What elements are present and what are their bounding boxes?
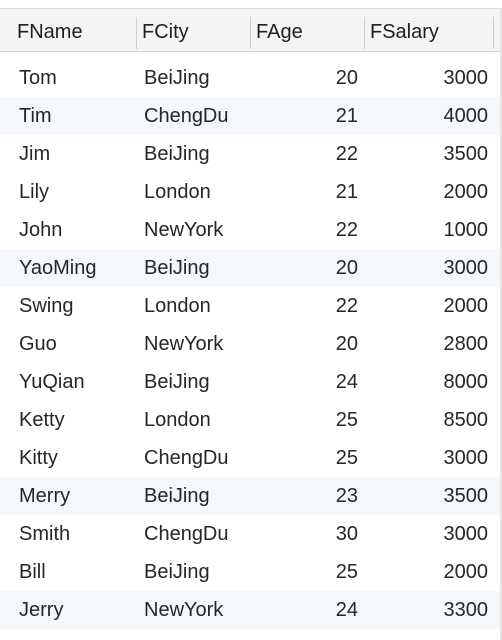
cell-fcity[interactable]: BeiJing: [144, 561, 210, 583]
cell-fcity[interactable]: NewYork: [144, 599, 224, 621]
cell-fsalary[interactable]: 3500: [443, 485, 489, 507]
cell-fname[interactable]: Smith: [19, 523, 71, 545]
table-row[interactable]: Jim BeiJing 22 3500: [0, 135, 502, 173]
table-row[interactable]: YaoMing BeiJing 20 3000: [0, 249, 502, 287]
table-row[interactable]: Kitty ChengDu 25 3000: [0, 439, 502, 477]
cell-fcity[interactable]: BeiJing: [144, 67, 210, 89]
table-row[interactable]: Lily London 21 2000: [0, 173, 502, 211]
cell-fage[interactable]: 24: [335, 371, 358, 393]
cell-fcity[interactable]: ChengDu: [144, 105, 229, 127]
cell-fname[interactable]: Tom: [19, 67, 57, 89]
cell-fage[interactable]: 25: [335, 561, 358, 583]
cell-fage[interactable]: 20: [335, 67, 358, 89]
cell-fsalary[interactable]: 4000: [443, 105, 489, 127]
cell-fage[interactable]: 22: [335, 295, 358, 317]
column-header-row: FName FCity FAge FSalary: [0, 8, 502, 52]
cell-fcity[interactable]: London: [144, 181, 211, 203]
cell-fage[interactable]: 24: [335, 599, 358, 621]
column-header-fsalary[interactable]: FSalary: [370, 21, 439, 43]
cell-fsalary[interactable]: 3300: [443, 599, 489, 621]
cell-fcity[interactable]: BeiJing: [144, 143, 210, 165]
table-row[interactable]: Swing London 22 2000: [0, 287, 502, 325]
cell-fcity[interactable]: London: [144, 409, 211, 431]
cell-fsalary[interactable]: 3000: [443, 257, 489, 279]
cell-fcity[interactable]: NewYork: [144, 219, 224, 241]
table-row[interactable]: Guo NewYork 20 2800: [0, 325, 502, 363]
column-header-fage[interactable]: FAge: [256, 21, 303, 43]
cell-fcity[interactable]: BeiJing: [144, 485, 210, 507]
cell-fname[interactable]: Guo: [19, 333, 57, 355]
table-row[interactable]: Bill BeiJing 25 2000: [0, 553, 502, 591]
cell-fsalary[interactable]: 1000: [443, 219, 489, 241]
cell-fname[interactable]: Lily: [19, 181, 50, 203]
column-resize-handle[interactable]: [136, 17, 137, 49]
table-row[interactable]: Jerry NewYork 24 3300: [0, 591, 502, 629]
cell-fage[interactable]: 25: [335, 447, 358, 469]
grid-right-edge: [500, 8, 502, 640]
column-resize-handle[interactable]: [250, 17, 251, 49]
cell-fname[interactable]: Tim: [19, 105, 52, 127]
cell-fsalary[interactable]: 3500: [443, 143, 489, 165]
cell-fname[interactable]: Jerry: [19, 599, 64, 621]
cell-fcity[interactable]: BeiJing: [144, 257, 210, 279]
cell-fcity[interactable]: ChengDu: [144, 523, 229, 545]
table-body: Tom BeiJing 20 3000 Tim ChengDu 21 4000 Jim BeiJi…: [0, 59, 502, 629]
cell-fsalary[interactable]: 8000: [443, 371, 489, 393]
cell-fname[interactable]: Jim: [19, 143, 51, 165]
table-row[interactable]: Tim ChengDu 21 4000: [0, 97, 502, 135]
cell-fname[interactable]: Merry: [19, 485, 71, 507]
cell-fsalary[interactable]: 2000: [443, 295, 489, 317]
cell-fcity[interactable]: BeiJing: [144, 371, 210, 393]
cell-fsalary[interactable]: 2800: [443, 333, 489, 355]
cell-fsalary[interactable]: 8500: [443, 409, 489, 431]
cell-fcity[interactable]: London: [144, 295, 211, 317]
cell-fname[interactable]: YaoMing: [19, 257, 97, 279]
cell-fsalary[interactable]: 2000: [443, 181, 489, 203]
cell-fname[interactable]: Bill: [19, 561, 46, 583]
cell-fage[interactable]: 21: [335, 105, 358, 127]
cell-fname[interactable]: Kitty: [19, 447, 58, 469]
column-header-fname[interactable]: FName: [17, 21, 83, 43]
cell-fage[interactable]: 21: [335, 181, 358, 203]
cell-fage[interactable]: 25: [335, 409, 358, 431]
cell-fage[interactable]: 23: [335, 485, 358, 507]
cell-fsalary[interactable]: 3000: [443, 447, 489, 469]
cell-fage[interactable]: 22: [335, 143, 358, 165]
cell-fname[interactable]: Swing: [19, 295, 74, 317]
cell-fsalary[interactable]: 3000: [443, 523, 489, 545]
table-row[interactable]: Smith ChengDu 30 3000: [0, 515, 502, 553]
cell-fname[interactable]: John: [19, 219, 63, 241]
table-row[interactable]: Ketty London 25 8500: [0, 401, 502, 439]
cell-fname[interactable]: YuQian: [19, 371, 85, 393]
table-row[interactable]: YuQian BeiJing 24 8000: [0, 363, 502, 401]
cell-fcity[interactable]: NewYork: [144, 333, 224, 355]
cell-fage[interactable]: 20: [335, 257, 358, 279]
column-header-fcity[interactable]: FCity: [142, 21, 189, 43]
cell-fage[interactable]: 20: [335, 333, 358, 355]
table-row[interactable]: Merry BeiJing 23 3500: [0, 477, 502, 515]
table-row[interactable]: Tom BeiJing 20 3000: [0, 59, 502, 97]
column-resize-handle[interactable]: [493, 17, 494, 49]
cell-fsalary[interactable]: 2000: [443, 561, 489, 583]
cell-fcity[interactable]: ChengDu: [144, 447, 229, 469]
table-row[interactable]: John NewYork 22 1000: [0, 211, 502, 249]
cell-fage[interactable]: 30: [335, 523, 358, 545]
cell-fsalary[interactable]: 3000: [443, 67, 489, 89]
column-resize-handle[interactable]: [364, 17, 365, 49]
cell-fname[interactable]: Ketty: [19, 409, 65, 431]
cell-fage[interactable]: 22: [335, 219, 358, 241]
